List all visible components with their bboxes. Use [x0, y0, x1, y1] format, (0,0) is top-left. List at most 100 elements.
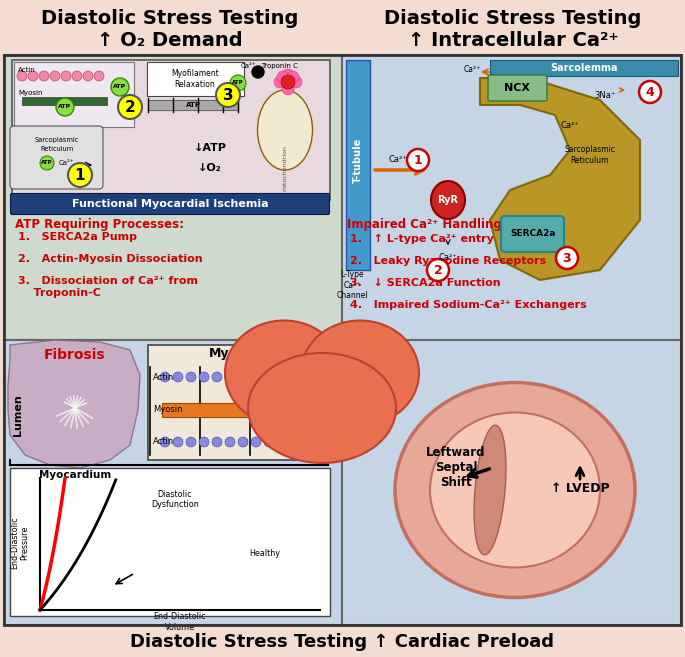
Text: Myocardium: Myocardium: [39, 470, 111, 480]
Circle shape: [303, 437, 313, 447]
Text: ↑ Intracellular Ca²⁺: ↑ Intracellular Ca²⁺: [408, 30, 619, 49]
Circle shape: [173, 372, 183, 382]
Circle shape: [39, 71, 49, 81]
Text: Sarcolemma: Sarcolemma: [550, 63, 618, 73]
Circle shape: [111, 78, 129, 96]
Bar: [12, 60, 330, 200]
Circle shape: [277, 372, 287, 382]
Bar: [10, 468, 330, 616]
Text: L-Type
Ca²⁺
Channel: L-Type Ca²⁺ Channel: [336, 270, 368, 300]
Ellipse shape: [258, 90, 312, 170]
Circle shape: [407, 149, 429, 171]
Circle shape: [186, 437, 196, 447]
Bar: [342, 340, 681, 625]
FancyBboxPatch shape: [488, 75, 547, 101]
Text: Actin: Actin: [153, 373, 174, 382]
Text: Troponin C: Troponin C: [262, 63, 299, 69]
Text: ATP: ATP: [232, 81, 244, 85]
Circle shape: [282, 76, 294, 88]
Text: ATP Requiring Processes:: ATP Requiring Processes:: [15, 218, 184, 231]
Circle shape: [264, 372, 274, 382]
FancyBboxPatch shape: [147, 62, 244, 96]
Circle shape: [290, 437, 300, 447]
Text: 3.   ↓ SERCA2a Function: 3. ↓ SERCA2a Function: [350, 278, 501, 288]
Text: ↑ LVEDP: ↑ LVEDP: [551, 482, 610, 495]
Text: 3: 3: [223, 87, 234, 102]
Text: 2.   Leaky Ryanodine Receptors: 2. Leaky Ryanodine Receptors: [350, 256, 546, 266]
Text: Diastolic Stress Testing: Diastolic Stress Testing: [41, 9, 299, 28]
Circle shape: [556, 247, 578, 269]
Text: ATP: ATP: [41, 160, 53, 166]
Ellipse shape: [248, 353, 396, 463]
Polygon shape: [8, 340, 140, 468]
Circle shape: [160, 437, 170, 447]
Text: Diastolic
Dysfunction: Diastolic Dysfunction: [151, 490, 199, 509]
Text: 3.   Dissociation of Ca²⁺ from
    Troponin-C: 3. Dissociation of Ca²⁺ from Troponin-C: [18, 276, 198, 298]
Text: Ca²⁺: Ca²⁺: [58, 160, 74, 166]
Circle shape: [225, 372, 235, 382]
Bar: [4, 340, 342, 625]
Ellipse shape: [395, 382, 635, 597]
Circle shape: [40, 156, 54, 170]
Bar: [4, 55, 342, 340]
Ellipse shape: [225, 321, 343, 426]
Text: Z-line: Z-line: [225, 359, 251, 367]
Circle shape: [68, 163, 92, 187]
Text: 1: 1: [75, 168, 85, 183]
Circle shape: [72, 71, 82, 81]
Circle shape: [212, 372, 222, 382]
Text: T-tubule: T-tubule: [353, 137, 363, 183]
Circle shape: [282, 83, 294, 95]
Text: Ca²⁺: Ca²⁺: [388, 156, 408, 164]
Text: Functional Myocardial Ischemia: Functional Myocardial Ischemia: [72, 199, 269, 209]
Circle shape: [186, 372, 196, 382]
Bar: [346, 60, 370, 270]
Bar: [22, 97, 107, 105]
Text: Actin: Actin: [18, 67, 36, 73]
Bar: [148, 100, 238, 110]
Ellipse shape: [431, 181, 465, 219]
Circle shape: [50, 71, 60, 81]
Text: Actin: Actin: [153, 438, 174, 447]
Text: Sarcoplasmic: Sarcoplasmic: [35, 137, 79, 143]
Circle shape: [639, 81, 661, 103]
Circle shape: [160, 372, 170, 382]
Text: Ca²⁺: Ca²⁺: [560, 120, 580, 129]
Text: Impaired Ca²⁺ Handling by:: Impaired Ca²⁺ Handling by:: [347, 218, 527, 231]
Circle shape: [277, 71, 289, 83]
Circle shape: [230, 75, 246, 91]
Text: 4.   Impaired Sodium-Ca²⁺ Exchangers: 4. Impaired Sodium-Ca²⁺ Exchangers: [350, 300, 587, 310]
Circle shape: [290, 372, 300, 382]
Circle shape: [56, 98, 74, 116]
Bar: [490, 60, 678, 76]
Text: Ca²⁺: Ca²⁺: [438, 254, 458, 263]
Circle shape: [251, 372, 261, 382]
Circle shape: [252, 66, 264, 78]
Circle shape: [28, 71, 38, 81]
Text: 2.   Actin-Myosin Dissociation: 2. Actin-Myosin Dissociation: [18, 254, 203, 264]
Text: Reticulum: Reticulum: [40, 146, 73, 152]
Circle shape: [83, 71, 93, 81]
Text: ↑ O₂ Demand: ↑ O₂ Demand: [97, 30, 242, 49]
Text: Myocyte: Myocyte: [208, 346, 267, 359]
Text: SERCA2a: SERCA2a: [510, 229, 556, 238]
Text: ATP: ATP: [58, 104, 71, 110]
Text: Myosin: Myosin: [18, 90, 42, 96]
Circle shape: [251, 437, 261, 447]
Bar: [4, 55, 681, 625]
Text: mitochondrion: mitochondrion: [282, 145, 288, 191]
Circle shape: [238, 437, 248, 447]
Bar: [14, 62, 134, 127]
Circle shape: [199, 372, 209, 382]
Circle shape: [216, 83, 240, 107]
FancyBboxPatch shape: [10, 126, 103, 189]
Text: NCX: NCX: [504, 83, 530, 93]
Circle shape: [173, 437, 183, 447]
Ellipse shape: [301, 321, 419, 426]
Circle shape: [212, 437, 222, 447]
Bar: [342, 55, 681, 340]
Circle shape: [290, 76, 302, 88]
Circle shape: [303, 372, 313, 382]
Circle shape: [61, 71, 71, 81]
Text: Sarcoplasmic
Reticulum: Sarcoplasmic Reticulum: [564, 145, 616, 165]
